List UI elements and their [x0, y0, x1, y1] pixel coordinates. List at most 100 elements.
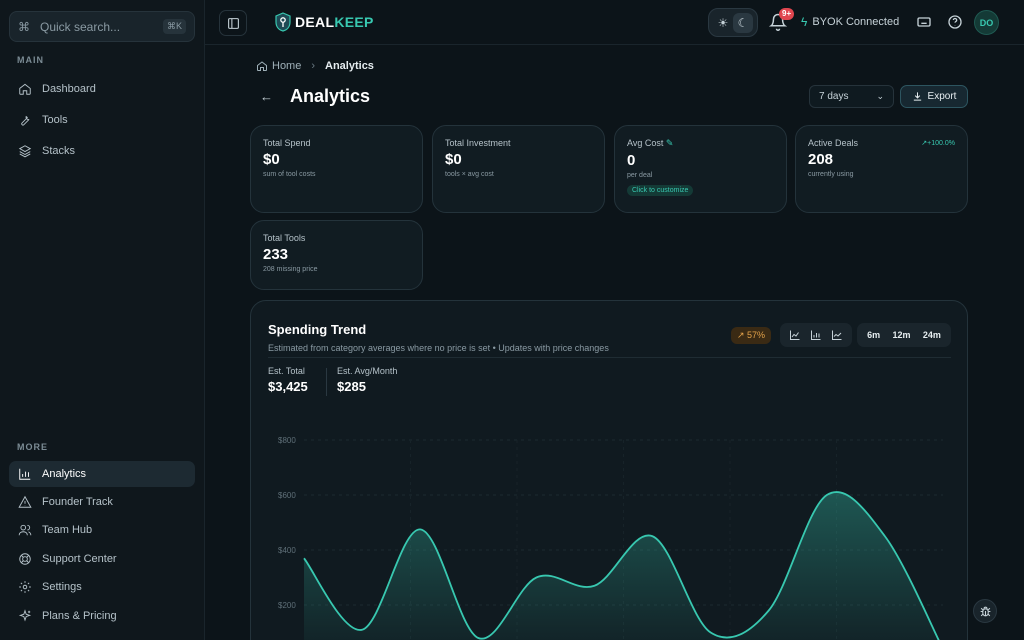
quick-search-placeholder: Quick search... [40, 19, 121, 34]
est-total-value: $3,425 [268, 379, 308, 394]
sidebar-item-plans-pricing[interactable]: Plans & Pricing [9, 603, 195, 629]
sidebar-item-analytics[interactable]: Analytics [9, 461, 195, 487]
dealkeep-logo[interactable]: DEALKEEP [275, 12, 374, 32]
card-total-investment: Total Investment $0 tools × avg cost [432, 125, 605, 213]
sidebar-item-label: Support Center [42, 553, 117, 565]
est-avg-label: Est. Avg/Month [337, 366, 398, 376]
bug-report-button[interactable] [973, 599, 997, 623]
bolt-icon: ϟ [801, 15, 808, 29]
card-value: 233 [263, 246, 289, 263]
export-button[interactable]: Export [900, 85, 968, 108]
home-icon[interactable] [256, 60, 268, 72]
theme-switch[interactable]: ☀ ☾ [708, 8, 758, 37]
back-arrow-icon[interactable]: ← [260, 89, 273, 104]
sidebar-toggle-button[interactable] [219, 10, 247, 36]
command-icon: ⌘ [18, 19, 30, 34]
moon-icon[interactable]: ☾ [733, 12, 753, 33]
card-value: 0 [627, 152, 636, 169]
users-icon [18, 524, 32, 536]
card-label: Active Deals [808, 138, 859, 148]
sparkle-icon [18, 609, 32, 622]
line-chart-icon[interactable] [831, 329, 843, 341]
area-chart-icon[interactable] [789, 329, 801, 341]
bar-chart-icon[interactable] [810, 329, 822, 341]
sidebar-item-label: Tools [42, 114, 68, 126]
card-total-spend: Total Spend $0 sum of tool costs [250, 125, 423, 213]
sidebar-item-label: Plans & Pricing [42, 610, 117, 622]
section-label-more: MORE [17, 442, 48, 452]
trend-up-badge: ↗+100.0% [921, 140, 955, 147]
sidebar-item-founder-track[interactable]: Founder Track [9, 489, 195, 515]
spending-trend-title: Spending Trend [268, 322, 367, 337]
card-sub: per deal [627, 172, 653, 179]
est-total-label: Est. Total [268, 366, 305, 376]
sidebar-item-dashboard[interactable]: Dashboard [9, 76, 195, 102]
breadcrumb-home[interactable]: Home [272, 60, 302, 72]
spending-area [304, 492, 939, 640]
y-tick-label: $200 [278, 601, 296, 610]
sun-icon[interactable]: ☀ [717, 15, 729, 30]
byok-label: BYOK Connected [812, 16, 900, 28]
lifebuoy-icon [19, 553, 31, 565]
y-tick-label: $600 [278, 491, 296, 500]
spending-trend-chart: $800 $600 $400 $200 [278, 436, 943, 640]
avatar[interactable]: DO [974, 10, 999, 35]
sidebar-item-team-hub[interactable]: Team Hub [9, 517, 195, 543]
search-shortcut: ⌘K [162, 19, 186, 34]
card-sub: 208 missing price [263, 266, 318, 273]
breadcrumb: Home › Analytics [256, 60, 374, 72]
trend-percent-badge: ↗ 57% [731, 327, 772, 344]
card-label: Total Spend [263, 138, 311, 148]
keyboard-icon[interactable] [916, 14, 932, 30]
warning-icon [18, 495, 32, 508]
card-label: Avg Cost ✎ [627, 138, 674, 148]
sidebar-toggle-icon [227, 17, 239, 29]
card-sub: tools × avg cost [445, 171, 494, 178]
sidebar-item-label: Dashboard [42, 83, 96, 95]
bar-chart-icon [19, 468, 31, 480]
trend-up-icon: ↗ [737, 330, 748, 340]
period-24m[interactable]: 24m [922, 330, 941, 340]
quick-search[interactable]: ⌘ Quick search... ⌘K [9, 11, 195, 42]
card-total-tools: Total Tools 233 208 missing price [250, 220, 423, 290]
chart-type-group [780, 323, 852, 347]
sidebar-item-support-center[interactable]: Support Center [9, 546, 195, 572]
date-range-select[interactable]: 7 days ⌄ [809, 85, 894, 108]
sidebar-item-tools[interactable]: Tools [9, 107, 195, 133]
card-label: Total Tools [263, 233, 306, 243]
sidebar-item-stacks[interactable]: Stacks [9, 138, 195, 164]
est-avg-value: $285 [337, 379, 366, 394]
bell-icon[interactable] [769, 13, 787, 31]
period-6m[interactable]: 6m [867, 330, 881, 340]
period-12m[interactable]: 12m [892, 330, 911, 340]
sidebar-item-label: Team Hub [42, 524, 93, 536]
y-tick-label: $800 [278, 436, 296, 445]
pencil-icon[interactable]: ✎ [665, 138, 674, 148]
card-value: $0 [263, 151, 280, 168]
est-avg-stat: Est. Avg/Month $285 [337, 366, 397, 394]
wrench-icon [21, 115, 30, 126]
est-total-stat: Est. Total $3,425 [268, 366, 308, 394]
gear-icon [19, 581, 31, 593]
date-range-value: 7 days [819, 91, 849, 102]
help-icon[interactable] [947, 14, 963, 30]
chevron-right-icon: › [311, 60, 316, 72]
period-group: 6m 12m 24m [857, 323, 951, 347]
shield-key-icon [275, 12, 291, 32]
page-title: Analytics [290, 86, 371, 106]
sidebar-item-label: Founder Track [42, 496, 113, 508]
trend-up-icon: ↗ [921, 140, 928, 147]
sidebar: ⌘ Quick search... ⌘K MAIN Dashboard Tool… [0, 0, 205, 640]
sidebar-item-settings[interactable]: Settings [9, 574, 195, 600]
layers-icon [18, 145, 32, 158]
divider [268, 357, 951, 358]
spending-trend-panel: $800 $600 $400 $200 Spending Trend Estimate… [250, 300, 968, 640]
chevron-down-icon: ⌄ [876, 91, 884, 101]
section-label-main: MAIN [17, 55, 44, 65]
home-icon [19, 83, 31, 95]
card-avg-cost[interactable]: Avg Cost ✎ 0 per deal Click to customize [614, 125, 787, 213]
card-sub: sum of tool costs [263, 171, 316, 178]
export-label: Export [927, 91, 957, 102]
customize-chip[interactable]: Click to customize [627, 185, 694, 196]
byok-status[interactable]: ϟ BYOK Connected [801, 15, 899, 29]
